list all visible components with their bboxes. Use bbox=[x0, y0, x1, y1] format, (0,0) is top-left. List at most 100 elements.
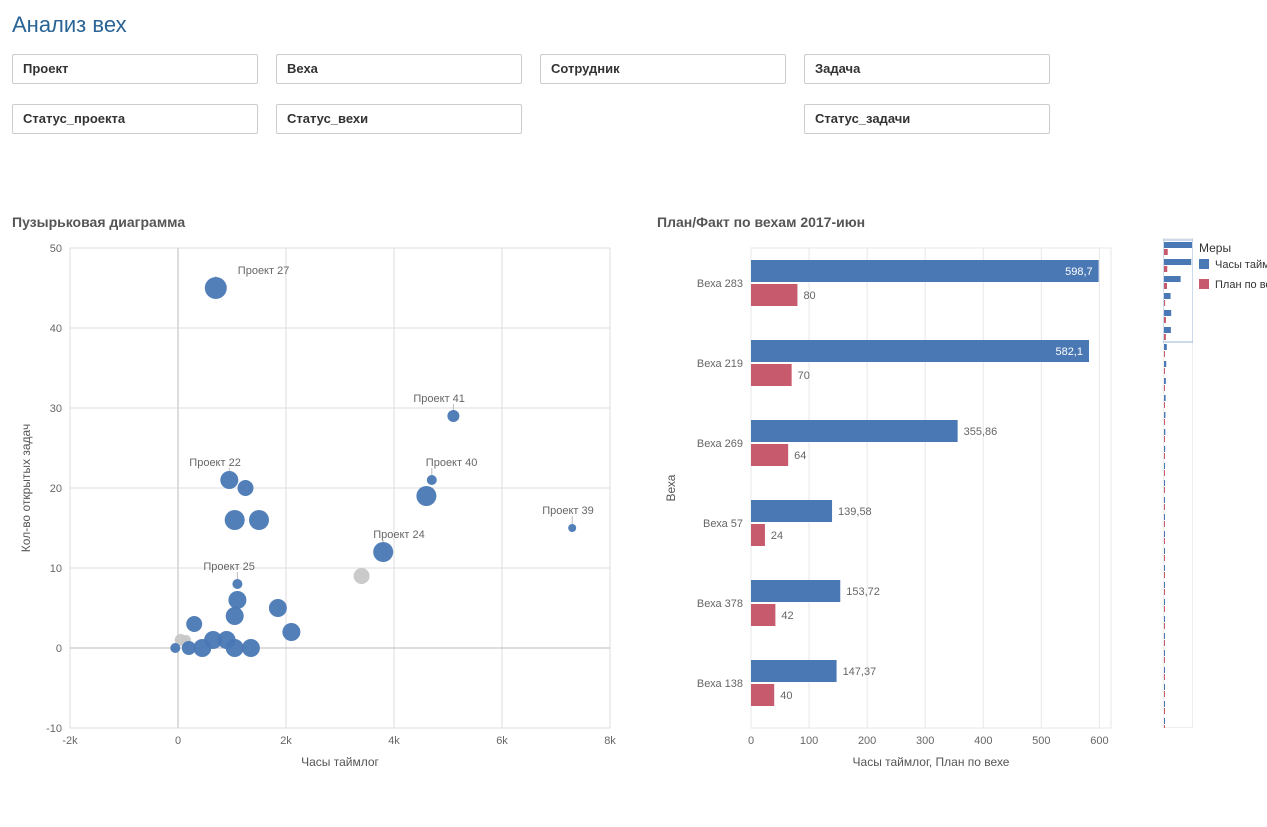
bar-value-label: 80 bbox=[803, 290, 815, 302]
bubble-point[interactable] bbox=[232, 579, 242, 589]
bubble-point-label: Проект 39 bbox=[542, 505, 594, 517]
page-title: Анализ вех bbox=[12, 12, 1255, 38]
bar[interactable] bbox=[751, 660, 837, 682]
bubble-point[interactable] bbox=[228, 591, 246, 609]
bar-category-label: Веха 378 bbox=[697, 598, 743, 610]
svg-text:400: 400 bbox=[974, 735, 992, 747]
filters-grid: Проект Веха Сотрудник Задача Статус_прое… bbox=[12, 54, 1255, 134]
bubble-point-label: Проект 27 bbox=[238, 265, 290, 277]
bubble-chart-card: Пузырьковая диаграмма -2k 0 2k 4k 6k 8k -10 0 10… bbox=[12, 214, 627, 778]
bubble-x-axis-label: Часы таймлог bbox=[301, 755, 379, 769]
bubble-point[interactable] bbox=[416, 486, 436, 506]
svg-text:30: 30 bbox=[50, 403, 62, 415]
bar[interactable] bbox=[751, 524, 765, 546]
bubble-point[interactable] bbox=[242, 639, 260, 657]
bubble-point[interactable] bbox=[205, 277, 227, 299]
bubble-point[interactable] bbox=[427, 475, 437, 485]
bubble-point[interactable] bbox=[373, 542, 393, 562]
svg-text:0: 0 bbox=[748, 735, 754, 747]
bar-value-label: 598,7 bbox=[1065, 266, 1093, 278]
bubble-point[interactable] bbox=[226, 639, 244, 657]
bubble-chart-title: Пузырьковая диаграмма bbox=[12, 214, 627, 230]
svg-text:10: 10 bbox=[50, 563, 62, 575]
bubble-y-axis-label: Кол-во открытых задач bbox=[19, 424, 33, 552]
svg-text:300: 300 bbox=[916, 735, 934, 747]
bubble-point[interactable] bbox=[226, 607, 244, 625]
svg-text:0: 0 bbox=[56, 643, 62, 655]
svg-text:200: 200 bbox=[858, 735, 876, 747]
svg-text:40: 40 bbox=[50, 323, 62, 335]
filter-project[interactable]: Проект bbox=[12, 54, 258, 84]
bubble-chart[interactable]: -2k 0 2k 4k 6k 8k -10 0 10 20 30 40 50 Проект 27 Проек… bbox=[12, 238, 627, 778]
filter-task-status[interactable]: Статус_задачи bbox=[804, 104, 1050, 134]
bar-category-label: Веха 138 bbox=[697, 678, 743, 690]
bar[interactable] bbox=[751, 420, 958, 442]
svg-text:6k: 6k bbox=[496, 735, 508, 747]
svg-text:100: 100 bbox=[800, 735, 818, 747]
bar[interactable] bbox=[751, 260, 1099, 282]
svg-text:-2k: -2k bbox=[62, 735, 78, 747]
filter-employee[interactable]: Сотрудник bbox=[540, 54, 786, 84]
bar-value-label: 24 bbox=[771, 530, 783, 542]
bubble-point[interactable] bbox=[354, 568, 370, 584]
bar[interactable] bbox=[751, 580, 840, 602]
svg-text:50: 50 bbox=[50, 243, 62, 255]
bar-value-label: 139,58 bbox=[838, 506, 872, 518]
bar[interactable] bbox=[751, 444, 788, 466]
svg-text:2k: 2k bbox=[280, 735, 292, 747]
legend-title: Меры bbox=[1199, 241, 1231, 255]
legend-item-label: Часы таймлог bbox=[1215, 259, 1267, 271]
svg-text:0: 0 bbox=[175, 735, 181, 747]
bar[interactable] bbox=[751, 364, 792, 386]
bubble-point[interactable] bbox=[225, 510, 245, 530]
filter-milestone-status[interactable]: Статус_вехи bbox=[276, 104, 522, 134]
filter-task[interactable]: Задача bbox=[804, 54, 1050, 84]
bar-chart-legend: МерыЧасы таймлогПлан по вехе bbox=[1199, 238, 1267, 318]
bubble-point[interactable] bbox=[447, 410, 459, 422]
charts-row: Пузырьковая диаграмма -2k 0 2k 4k 6k 8k -10 0 10… bbox=[12, 214, 1255, 778]
bubble-point[interactable] bbox=[220, 471, 238, 489]
bubble-point-label: Проект 25 bbox=[203, 561, 255, 573]
svg-text:600: 600 bbox=[1090, 735, 1108, 747]
bubble-point[interactable] bbox=[282, 623, 300, 641]
legend-swatch bbox=[1199, 279, 1209, 289]
bar[interactable] bbox=[751, 500, 832, 522]
filter-milestone[interactable]: Веха bbox=[276, 54, 522, 84]
bubble-point-label: Проект 41 bbox=[413, 393, 465, 405]
svg-text:20: 20 bbox=[50, 483, 62, 495]
bar[interactable] bbox=[751, 340, 1089, 362]
bar-value-label: 153,72 bbox=[846, 586, 880, 598]
bubble-point[interactable] bbox=[249, 510, 269, 530]
bar-category-label: Веха 57 bbox=[703, 518, 743, 530]
bar-value-label: 582,1 bbox=[1055, 346, 1083, 358]
bubble-point[interactable] bbox=[182, 641, 196, 655]
legend-swatch bbox=[1199, 259, 1209, 269]
bar-value-label: 42 bbox=[781, 610, 793, 622]
bubble-point-label: Проект 24 bbox=[373, 529, 425, 541]
bubble-point-label: Проект 40 bbox=[426, 457, 478, 469]
bubble-point[interactable] bbox=[269, 599, 287, 617]
bar[interactable] bbox=[751, 284, 797, 306]
bar-x-axis-label: Часы таймлог, План по вехе bbox=[853, 755, 1010, 769]
bar[interactable] bbox=[751, 684, 774, 706]
bar-chart-card: План/Факт по вехам 2017-июн 0 100 200 300 40… bbox=[657, 214, 1267, 778]
bubble-point[interactable] bbox=[186, 616, 202, 632]
bar[interactable] bbox=[751, 604, 775, 626]
bar-value-label: 147,37 bbox=[843, 666, 877, 678]
svg-text:4k: 4k bbox=[388, 735, 400, 747]
bubble-point[interactable] bbox=[238, 480, 254, 496]
bubble-point[interactable] bbox=[193, 639, 211, 657]
bar-category-label: Веха 269 bbox=[697, 438, 743, 450]
bubble-point[interactable] bbox=[568, 524, 576, 532]
bar-chart[interactable]: 0 100 200 300 400 500 600 Веха 283 598,7 80 Веха 2… bbox=[657, 238, 1157, 778]
svg-text:500: 500 bbox=[1032, 735, 1050, 747]
bar-chart-overview[interactable] bbox=[1163, 238, 1193, 728]
bubble-point-label: Проект 22 bbox=[189, 457, 241, 469]
bar-value-label: 355,86 bbox=[964, 426, 998, 438]
bar-chart-title: План/Факт по вехам 2017-июн bbox=[657, 214, 1267, 230]
bubble-point[interactable] bbox=[170, 643, 180, 653]
svg-text:8k: 8k bbox=[604, 735, 616, 747]
filter-project-status[interactable]: Статус_проекта bbox=[12, 104, 258, 134]
bar-category-label: Веха 283 bbox=[697, 278, 743, 290]
svg-text:-10: -10 bbox=[46, 723, 62, 735]
